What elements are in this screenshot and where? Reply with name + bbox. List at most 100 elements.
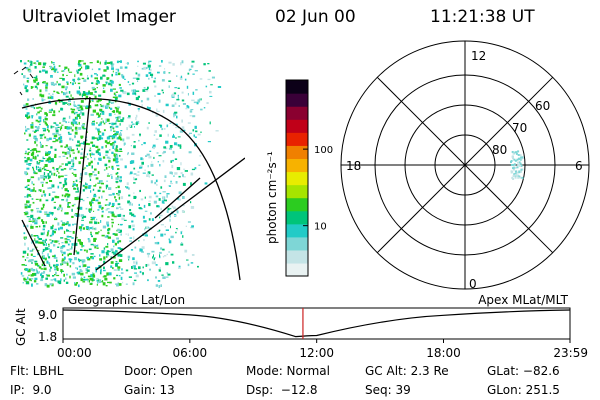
emission-pixel xyxy=(86,77,89,80)
emission-pixel xyxy=(157,230,160,232)
emission-pixel xyxy=(50,75,53,78)
emission-pixel xyxy=(47,177,50,180)
emission-pixel xyxy=(49,239,52,241)
emission-pixel xyxy=(50,94,52,96)
emission-pixel xyxy=(37,150,41,153)
emission-pixel xyxy=(133,145,136,149)
emission-pixel xyxy=(52,126,55,128)
emission-pixel xyxy=(32,151,35,154)
emission-pixel xyxy=(34,129,37,133)
emission-pixel xyxy=(105,251,109,254)
emission-pixel xyxy=(107,250,110,253)
info-seq: Seq: 39 xyxy=(365,383,411,397)
emission-pixel xyxy=(113,130,116,132)
emission-pixel xyxy=(55,257,58,259)
emission-pixel xyxy=(146,126,149,130)
emission-pixel xyxy=(39,137,43,139)
emission-pixel xyxy=(114,106,117,109)
emission-pixel xyxy=(32,201,35,204)
emission-pixel xyxy=(46,284,50,288)
emission-pixel xyxy=(53,201,56,203)
emission-pixel xyxy=(50,125,53,129)
emission-pixel xyxy=(156,152,159,154)
emission-pixel xyxy=(33,107,36,110)
emission-pixel xyxy=(146,153,150,156)
emission-pixel xyxy=(129,212,133,215)
emission-pixel xyxy=(129,125,133,128)
emission-pixel xyxy=(34,190,37,193)
emission-pixel xyxy=(91,82,94,84)
emission-pixel xyxy=(72,181,75,183)
emission-pixel xyxy=(97,98,102,102)
emission-pixel xyxy=(141,246,145,250)
emission-pixel xyxy=(33,131,36,133)
emission-pixel xyxy=(83,79,87,82)
emission-pixel xyxy=(148,195,152,199)
emission-pixel xyxy=(25,114,28,117)
emission-pixel xyxy=(46,274,50,277)
emission-pixel xyxy=(95,150,99,154)
emission-pixel xyxy=(169,218,171,222)
emission-pixel xyxy=(59,204,62,208)
emission-pixel xyxy=(136,274,138,276)
emission-pixel xyxy=(25,268,29,271)
polar-emission-pixel xyxy=(521,156,524,159)
emission-pixel xyxy=(30,267,34,271)
emission-pixel xyxy=(60,139,63,143)
emission-pixel xyxy=(80,278,83,282)
emission-pixel xyxy=(96,87,98,89)
emission-pixel xyxy=(60,136,63,140)
emission-pixel xyxy=(146,226,149,229)
emission-pixel xyxy=(139,166,143,169)
geographic-grid-lines xyxy=(21,96,245,281)
emission-pixel xyxy=(41,275,44,278)
emission-pixel xyxy=(187,93,189,96)
emission-pixel xyxy=(169,171,172,175)
emission-pixel xyxy=(115,120,117,123)
emission-pixel xyxy=(60,99,63,103)
emission-pixel xyxy=(147,172,149,174)
emission-pixel xyxy=(197,265,199,268)
emission-pixel xyxy=(147,86,149,90)
emission-pixel xyxy=(64,240,68,244)
emission-pixel xyxy=(26,193,29,196)
emission-pixel xyxy=(108,106,111,109)
emission-pixel xyxy=(112,70,114,73)
emission-pixel xyxy=(113,245,115,248)
emission-pixel xyxy=(54,240,58,243)
emission-pixel xyxy=(119,66,123,69)
emission-pixel xyxy=(121,74,124,77)
emission-pixel xyxy=(143,204,146,208)
emission-pixel xyxy=(75,144,79,147)
emission-pixel xyxy=(67,203,69,207)
emission-pixel xyxy=(90,160,93,164)
emission-pixel xyxy=(86,197,89,199)
emission-pixel xyxy=(77,197,81,200)
emission-pixel xyxy=(97,189,101,192)
emission-pixel xyxy=(66,273,68,276)
emission-pixel xyxy=(174,172,178,175)
emission-pixel xyxy=(150,163,154,167)
emission-pixel xyxy=(35,78,38,82)
emission-pixel xyxy=(85,272,88,274)
emission-pixel xyxy=(38,216,41,220)
emission-pixel xyxy=(186,85,189,89)
emission-pixel xyxy=(62,117,66,120)
emission-pixel xyxy=(114,132,117,136)
emission-pixel xyxy=(28,151,31,153)
colorbar-cell xyxy=(286,236,308,251)
emission-pixel xyxy=(76,69,79,72)
emission-pixel xyxy=(99,186,102,189)
emission-pixel xyxy=(156,205,159,208)
emission-pixel xyxy=(166,272,168,274)
emission-pixel xyxy=(70,258,73,261)
emission-pixel xyxy=(119,229,122,233)
emission-pixel xyxy=(43,267,47,271)
emission-pixel xyxy=(138,266,141,270)
emission-pixel xyxy=(61,270,63,274)
emission-pixel xyxy=(31,248,35,250)
emission-pixel xyxy=(80,111,82,114)
emission-pixel xyxy=(170,180,172,183)
emission-pixel xyxy=(27,187,31,190)
emission-pixel xyxy=(147,254,150,258)
